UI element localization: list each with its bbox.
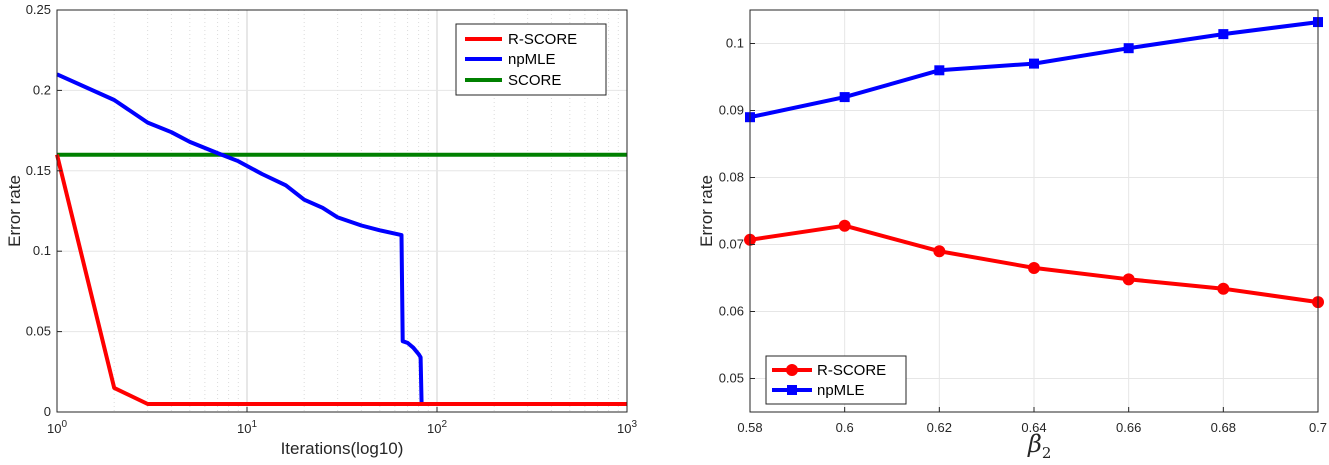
y-tick-label: 0.05 <box>26 324 51 339</box>
axes-box-iterations <box>56 9 628 413</box>
y-tick-label: 0.1 <box>726 36 744 51</box>
legend-marker-npmle <box>787 385 797 395</box>
series-line-r-score <box>55 154 627 406</box>
x-tick-label: 0.58 <box>737 420 762 435</box>
legend-label-r-score: R-SCORE <box>508 31 577 48</box>
x-tick-label: 0.62 <box>927 420 952 435</box>
point-npmle <box>1123 43 1134 54</box>
series-line-npmle <box>56 72 627 406</box>
x-axis-label-symbol: β <box>1027 430 1042 458</box>
legend-iterations: R-SCORE npMLE SCORE <box>455 23 607 96</box>
point-r-score <box>1122 273 1135 286</box>
point-r-score <box>838 219 851 232</box>
y-tick-label: 0.2 <box>33 82 51 97</box>
x-tick-label: 101 <box>237 419 257 436</box>
y-axis-label-iterations: Error rate <box>5 175 24 247</box>
x-tick-label: 102 <box>427 419 447 436</box>
y-tick-label: 0.1 <box>33 243 51 258</box>
legend-beta2: R-SCORE npMLE <box>765 355 907 405</box>
chart-iterations: 0 0.05 0.1 0.15 0.2 0.25 100 101 102 103 Iteratio… <box>5 2 637 458</box>
grid-iterations <box>57 10 627 412</box>
y-tick-label: 0.25 <box>26 2 51 17</box>
x-axis-label-beta2: β2 <box>1027 430 1051 462</box>
y-tick-label: 0.07 <box>719 237 744 252</box>
x-axis-label-iterations: Iterations(log10) <box>281 439 404 458</box>
x-tick-label: 0.68 <box>1211 420 1236 435</box>
legend-label-npmle: npMLE <box>508 51 556 68</box>
x-tick-label: 0.7 <box>1309 420 1327 435</box>
legend-box <box>765 355 907 405</box>
x-tick-label: 100 <box>47 419 67 436</box>
legend-marker-r-score <box>786 364 798 376</box>
series-beta2 <box>744 17 1324 309</box>
y-tick-label: 0.06 <box>719 304 744 319</box>
grid-beta2 <box>750 10 1318 412</box>
point-npmle <box>839 92 850 103</box>
y-axis-label-beta2: Error rate <box>697 175 716 247</box>
series-iterations <box>55 72 627 406</box>
chart-beta2: 0.58 0.6 0.62 0.64 0.66 0.68 0.7 0.05 0.06 0.07 0.… <box>697 9 1327 462</box>
point-npmle <box>934 65 945 76</box>
ticks-iterations: 0 0.05 0.1 0.15 0.2 0.25 100 101 102 103 <box>26 2 638 436</box>
y-tick-label: 0.08 <box>719 170 744 185</box>
legend-label-npmle: npMLE <box>817 382 865 399</box>
x-axis-label-subscript: 2 <box>1042 444 1052 462</box>
x-tick-label: 0.6 <box>836 420 854 435</box>
y-tick-label: 0.05 <box>719 371 744 386</box>
legend-label-r-score: R-SCORE <box>817 362 886 379</box>
x-tick-label: 0.66 <box>1116 420 1141 435</box>
y-tick-label: 0.09 <box>719 103 744 118</box>
y-tick-label: 0.15 <box>26 163 51 178</box>
point-r-score <box>1028 261 1040 274</box>
point-r-score <box>1217 282 1230 295</box>
ticks-beta2: 0.58 0.6 0.62 0.64 0.66 0.68 0.7 0.05 0.06 0.07 0.… <box>719 36 1327 436</box>
point-npmle <box>1218 29 1229 40</box>
y-tick-label: 0 <box>44 404 51 419</box>
x-tick-label: 103 <box>617 419 637 436</box>
point-r-score <box>933 245 946 258</box>
x-tick-label: 0.64 <box>1021 420 1046 435</box>
legend-label-score: SCORE <box>508 72 561 89</box>
point-npmle <box>1029 58 1039 69</box>
